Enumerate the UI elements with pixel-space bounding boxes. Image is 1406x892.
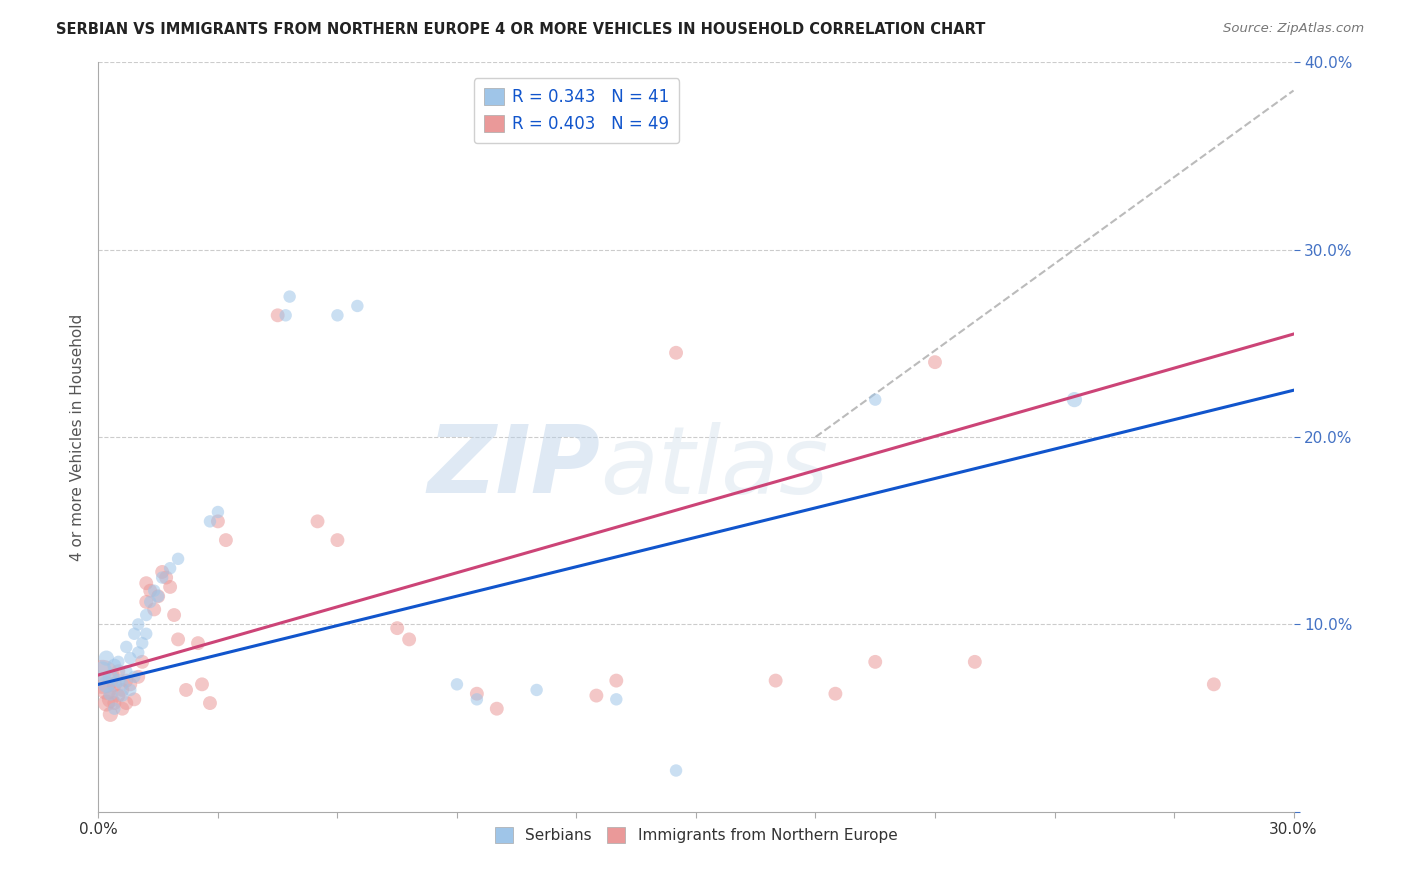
Point bbox=[124, 670, 146, 684]
Point bbox=[98, 687, 122, 701]
Point bbox=[187, 636, 209, 650]
Point bbox=[167, 551, 190, 566]
Point bbox=[274, 308, 297, 322]
Y-axis label: 4 or more Vehicles in Household: 4 or more Vehicles in Household bbox=[69, 313, 84, 561]
Point bbox=[135, 626, 157, 640]
Point bbox=[91, 664, 114, 679]
Point bbox=[307, 514, 329, 528]
Point bbox=[124, 626, 146, 640]
Point bbox=[278, 289, 301, 303]
Point bbox=[526, 683, 548, 698]
Point bbox=[139, 583, 162, 598]
Point bbox=[163, 608, 186, 623]
Point bbox=[107, 689, 129, 703]
Point bbox=[107, 673, 129, 688]
Point bbox=[924, 355, 946, 369]
Point bbox=[107, 655, 129, 669]
Point bbox=[135, 576, 157, 591]
Point bbox=[103, 677, 125, 691]
Point bbox=[865, 392, 887, 407]
Point bbox=[103, 696, 125, 710]
Point bbox=[446, 677, 468, 691]
Point bbox=[115, 696, 138, 710]
Point bbox=[765, 673, 787, 688]
Point bbox=[131, 636, 153, 650]
Point bbox=[207, 505, 229, 519]
Point bbox=[111, 689, 134, 703]
Point bbox=[148, 590, 170, 604]
Point bbox=[191, 677, 214, 691]
Point bbox=[91, 670, 114, 684]
Point bbox=[174, 683, 197, 698]
Point bbox=[963, 655, 986, 669]
Point bbox=[207, 514, 229, 528]
Point bbox=[127, 670, 149, 684]
Text: ZIP: ZIP bbox=[427, 421, 600, 513]
Point bbox=[103, 658, 125, 673]
Point bbox=[98, 707, 122, 722]
Point bbox=[159, 561, 181, 575]
Text: atlas: atlas bbox=[600, 422, 828, 513]
Point bbox=[326, 533, 349, 547]
Point bbox=[198, 514, 221, 528]
Point bbox=[120, 683, 142, 698]
Point bbox=[96, 677, 118, 691]
Point bbox=[167, 632, 190, 647]
Point bbox=[115, 673, 138, 688]
Point bbox=[115, 640, 138, 654]
Point bbox=[1063, 392, 1085, 407]
Point bbox=[398, 632, 420, 647]
Point bbox=[96, 651, 118, 665]
Point bbox=[96, 696, 118, 710]
Point bbox=[139, 595, 162, 609]
Point bbox=[124, 692, 146, 706]
Point bbox=[107, 664, 129, 679]
Point bbox=[127, 646, 149, 660]
Point bbox=[465, 692, 488, 706]
Point bbox=[111, 683, 134, 698]
Legend: Serbians, Immigrants from Northern Europe: Serbians, Immigrants from Northern Europ… bbox=[488, 821, 904, 849]
Text: SERBIAN VS IMMIGRANTS FROM NORTHERN EUROPE 4 OR MORE VEHICLES IN HOUSEHOLD CORRE: SERBIAN VS IMMIGRANTS FROM NORTHERN EURO… bbox=[56, 22, 986, 37]
Point bbox=[150, 571, 173, 585]
Point bbox=[98, 692, 122, 706]
Point bbox=[150, 565, 173, 579]
Point bbox=[98, 670, 122, 684]
Point bbox=[665, 764, 688, 778]
Point bbox=[346, 299, 368, 313]
Point bbox=[155, 571, 177, 585]
Point bbox=[385, 621, 409, 635]
Point bbox=[111, 677, 134, 691]
Point bbox=[120, 677, 142, 691]
Point bbox=[131, 655, 153, 669]
Point bbox=[135, 595, 157, 609]
Point bbox=[120, 651, 142, 665]
Point bbox=[267, 308, 290, 322]
Point bbox=[127, 617, 149, 632]
Point bbox=[326, 308, 349, 322]
Point bbox=[485, 701, 508, 715]
Point bbox=[143, 602, 166, 616]
Point bbox=[865, 655, 887, 669]
Point bbox=[1202, 677, 1225, 691]
Point bbox=[96, 683, 118, 698]
Point bbox=[605, 692, 627, 706]
Point bbox=[465, 687, 488, 701]
Point bbox=[824, 687, 846, 701]
Point bbox=[605, 673, 627, 688]
Point bbox=[585, 689, 607, 703]
Point bbox=[115, 664, 138, 679]
Text: Source: ZipAtlas.com: Source: ZipAtlas.com bbox=[1223, 22, 1364, 36]
Point bbox=[135, 608, 157, 623]
Point bbox=[665, 345, 688, 359]
Point bbox=[148, 590, 170, 604]
Point bbox=[159, 580, 181, 594]
Point bbox=[103, 701, 125, 715]
Point bbox=[143, 583, 166, 598]
Point bbox=[215, 533, 238, 547]
Point bbox=[111, 701, 134, 715]
Point bbox=[198, 696, 221, 710]
